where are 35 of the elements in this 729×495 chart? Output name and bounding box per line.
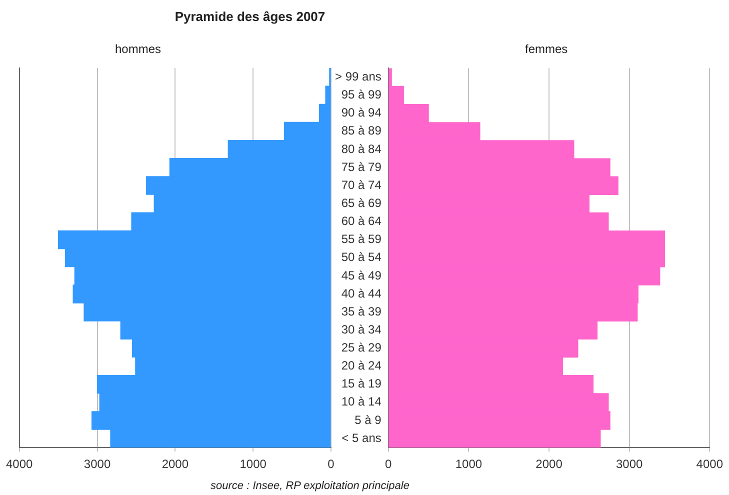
y-tick-label: 15 à 19	[341, 376, 382, 391]
chart-title: Pyramide des âges 2007	[174, 9, 326, 24]
y-tick-label: 5 à 9	[354, 412, 382, 427]
y-tick-label: 10 à 14	[341, 394, 382, 409]
x-tick-label: 0	[328, 457, 335, 472]
y-tick-label: 25 à 29	[341, 340, 382, 355]
y-tick-label: 30 à 34	[341, 322, 382, 336]
y-tick-label: 60 à 64	[341, 214, 382, 228]
y-tick-label: 90 à 94	[341, 106, 382, 120]
y-tick-label: 35 à 39	[341, 304, 382, 318]
y-tick-label: 40 à 44	[341, 286, 382, 300]
y-tick-label: 45 à 49	[341, 268, 382, 282]
source-note: source : Insee, RP exploitation principale	[210, 480, 410, 492]
y-tick-label: 70 à 74	[341, 178, 382, 192]
y-tick-label: > 99 ans	[334, 70, 382, 84]
y-tick-label: 85 à 89	[341, 124, 382, 138]
x-tick-label: 2000	[536, 457, 563, 472]
x-tick-label: 1000	[455, 457, 482, 472]
x-tick-label: 3000	[616, 457, 643, 472]
x-tick-label: 4000	[696, 457, 724, 472]
y-tick-label: 75 à 79	[341, 160, 382, 174]
x-tick-label: 2000	[162, 457, 189, 472]
y-tick-label: 20 à 24	[341, 358, 382, 373]
y-tick-label: 55 à 59	[341, 232, 382, 246]
y-tick-label: 95 à 99	[341, 88, 382, 102]
x-tick-label: 4000	[6, 457, 34, 472]
y-tick-label: < 5 ans	[342, 430, 382, 445]
chart-subtitle: hommes	[115, 42, 162, 56]
x-tick-label: 1000	[240, 457, 267, 472]
y-tick-label: 50 à 54	[341, 250, 382, 264]
y-tick-label: 80 à 84	[341, 142, 382, 156]
chart-subtitle: femmes	[525, 42, 568, 56]
y-tick-label: 65 à 69	[341, 196, 382, 210]
x-tick-label: 3000	[84, 457, 111, 472]
x-tick-label: 0	[385, 457, 392, 472]
